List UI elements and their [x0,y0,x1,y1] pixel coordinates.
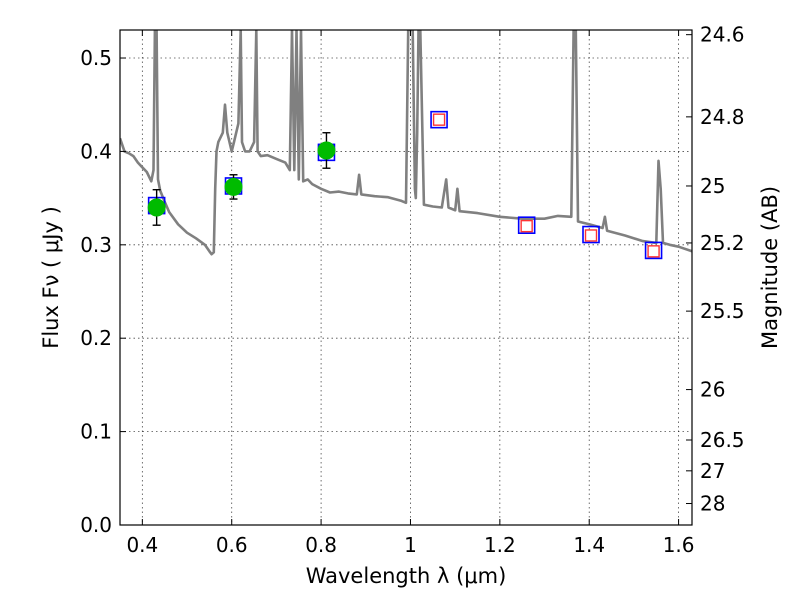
x-tick-label: 0.6 [216,533,248,557]
x-tick-label: 1.4 [573,533,605,557]
y2-tick-label: 28 [700,492,725,516]
synthetic-band-square [582,225,600,244]
model-spectrum-line [120,30,692,256]
tick-labels: 0.4 0.6 0.8 1 1.2 1.4 1.6 0.0 0.1 0.2 0.3 0.4 0.5 24.… [80,23,744,557]
x-tick-label: 1.6 [663,533,695,557]
y2-tick-label: 26.5 [700,428,745,452]
model-predicted-square [432,113,446,126]
observed-point [317,141,336,160]
y-tick-label: 0.1 [80,420,112,444]
y-tick-label: 0.5 [80,46,112,70]
model-predicted-square [647,245,660,258]
synthetic-band-square [517,216,536,234]
synthetic-band-square [644,241,663,260]
y-tick-label: 0.0 [80,513,112,537]
y-tick-label: 0.2 [80,326,112,350]
plot-frame [119,29,693,526]
y2-tick-label: 25.5 [700,299,745,323]
y-axis-title: Flux Fν ( μJy ) [39,206,63,349]
y-tick-label: 0.3 [80,233,112,257]
x-axis-title: Wavelength λ (μm) [306,564,507,588]
y2-tick-label: 24.6 [700,23,745,47]
x-tick-label: 0.8 [305,533,337,557]
y-tick-label: 0.4 [80,139,112,163]
y2-tick-label: 25.2 [700,231,745,255]
axis-ticks [120,30,692,526]
observed-point [147,198,166,217]
model-predicted-square [520,219,533,233]
y2-tick-label: 25 [700,174,725,198]
synthetic-band-square [430,110,448,129]
observed-point [224,177,243,196]
y2-tick-label: 24.8 [700,105,745,129]
model-spectrum [120,30,692,256]
y2-tick-label: 26 [700,378,725,402]
photometry-points [147,110,663,260]
y2-axis-title: Magnitude (AB) [758,186,782,349]
x-tick-label: 0.4 [126,533,158,557]
model-predicted-square [584,229,598,242]
x-tick-label: 1.2 [484,533,516,557]
x-tick-label: 1 [404,533,417,557]
y2-tick-label: 27 [700,459,725,483]
